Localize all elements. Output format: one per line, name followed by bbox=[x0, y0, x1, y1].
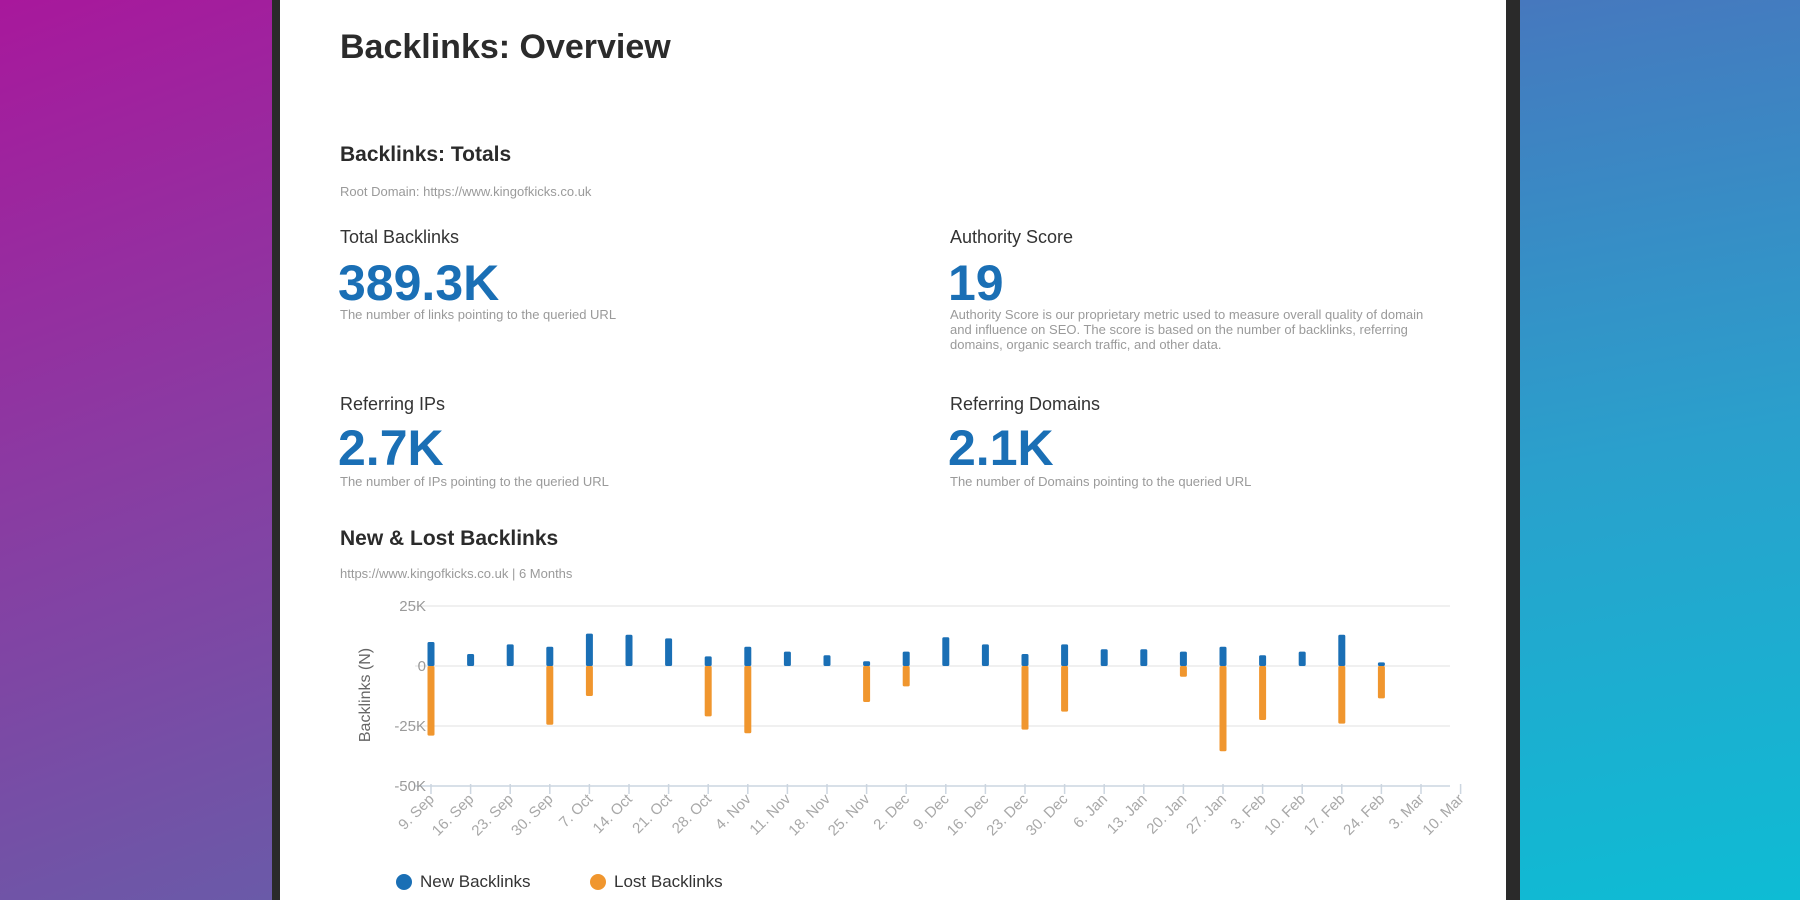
new-backlinks-bar bbox=[1259, 655, 1267, 666]
x-tick-label: 24. Feb bbox=[1340, 791, 1388, 839]
new-backlinks-bar bbox=[1338, 634, 1346, 666]
new-backlinks-bar bbox=[467, 654, 475, 666]
new-backlinks-bar bbox=[1061, 644, 1069, 666]
new-backlinks-bar bbox=[981, 644, 989, 666]
lost-backlinks-bar bbox=[704, 666, 712, 717]
legend-lost-backlinks[interactable]: Lost Backlinks bbox=[590, 872, 723, 892]
legend-new-marker bbox=[396, 874, 412, 890]
lost-backlinks-bar bbox=[1377, 666, 1385, 699]
root-domain: Root Domain: https://www.kingofkicks.co.… bbox=[340, 184, 592, 199]
report-panel: Backlinks: Overview Backlinks: Totals Ro… bbox=[280, 0, 1506, 900]
new-backlinks-bar bbox=[1377, 662, 1385, 666]
lost-backlinks-bar bbox=[427, 666, 435, 736]
x-tick-label: 18. Nov bbox=[785, 790, 834, 839]
lost-backlinks-bar bbox=[546, 666, 554, 725]
new-backlinks-bar bbox=[546, 646, 554, 666]
background-left bbox=[0, 0, 272, 900]
lost-backlinks-bar bbox=[1338, 666, 1346, 724]
x-tick-label: 13. Jan bbox=[1104, 791, 1151, 838]
legend-new-backlinks[interactable]: New Backlinks bbox=[396, 872, 531, 892]
x-tick-label: 23. Dec bbox=[983, 790, 1032, 839]
metric-value-authority-score: 19 bbox=[948, 255, 1004, 311]
new-backlinks-bar bbox=[863, 661, 871, 666]
new-backlinks-bar bbox=[744, 646, 752, 666]
y-tick-label: -50K bbox=[394, 778, 426, 795]
lost-backlinks-bar bbox=[1021, 666, 1029, 730]
new-backlinks-bar bbox=[902, 651, 910, 666]
new-backlinks-bar bbox=[1179, 651, 1187, 666]
new-backlinks-bar bbox=[783, 651, 791, 666]
metric-value-total-backlinks: 389.3K bbox=[338, 255, 500, 311]
x-tick-label: 30. Dec bbox=[1023, 790, 1072, 839]
y-axis-label: Backlinks (N) bbox=[357, 648, 374, 742]
metric-desc-referring-domains: The number of Domains pointing to the qu… bbox=[950, 474, 1252, 489]
lost-backlinks-bar bbox=[863, 666, 871, 702]
metric-value-referring-ips: 2.7K bbox=[338, 420, 444, 476]
totals-heading: Backlinks: Totals bbox=[340, 143, 512, 166]
y-tick-label: 0 bbox=[418, 658, 426, 675]
lost-backlinks-bar bbox=[1179, 666, 1187, 677]
metric-label-total-backlinks: Total Backlinks bbox=[340, 227, 460, 247]
new-backlinks-bar bbox=[1100, 649, 1108, 666]
background-right bbox=[1520, 0, 1800, 900]
lost-backlinks-bar bbox=[1061, 666, 1069, 712]
lost-backlinks-bar bbox=[1259, 666, 1267, 720]
metric-label-referring-ips: Referring IPs bbox=[340, 394, 446, 414]
x-tick-label: 2. Dec bbox=[870, 790, 913, 833]
new-backlinks-bar bbox=[506, 644, 514, 666]
x-tick-label: 23. Sep bbox=[468, 791, 517, 840]
new-backlinks-bar bbox=[704, 656, 712, 666]
x-tick-label: 20. Jan bbox=[1143, 791, 1190, 838]
y-tick-label: 25K bbox=[399, 598, 426, 615]
legend-lost-label: Lost Backlinks bbox=[614, 872, 723, 891]
x-tick-label: 11. Nov bbox=[746, 790, 794, 838]
x-tick-label: 10. Mar bbox=[1419, 791, 1467, 839]
metric-desc-total-backlinks: The number of links pointing to the quer… bbox=[340, 307, 617, 322]
lost-backlinks-bar bbox=[1219, 666, 1227, 752]
new-backlinks-bar bbox=[625, 634, 633, 666]
x-tick-label: 28. Oct bbox=[669, 790, 716, 837]
lost-backlinks-bar bbox=[585, 666, 593, 696]
metric-desc-referring-ips: The number of IPs pointing to the querie… bbox=[340, 474, 609, 489]
x-tick-label: 27. Jan bbox=[1183, 791, 1230, 838]
new-backlinks-bar bbox=[1021, 654, 1029, 666]
metric-value-referring-domains: 2.1K bbox=[948, 420, 1054, 476]
x-tick-label: 30. Sep bbox=[508, 791, 557, 840]
x-tick-label: 17. Feb bbox=[1301, 791, 1349, 839]
new-backlinks-bar bbox=[1298, 651, 1306, 666]
x-tick-label: 16. Dec bbox=[944, 790, 993, 839]
metric-desc-authority-score: Authority Score is our proprietary metri… bbox=[950, 307, 1424, 352]
x-tick-label: 10. Feb bbox=[1261, 791, 1309, 839]
lost-backlinks-bar bbox=[744, 666, 752, 734]
legend-new-label: New Backlinks bbox=[420, 872, 531, 891]
metric-label-authority-score: Authority Score bbox=[950, 227, 1074, 247]
page-title: Backlinks: Overview bbox=[340, 28, 671, 66]
chart-subtitle: https://www.kingofkicks.co.uk | 6 Months bbox=[340, 566, 573, 581]
x-tick-label: 21. Oct bbox=[629, 790, 676, 837]
new-backlinks-bar bbox=[823, 655, 831, 666]
new-backlinks-bar bbox=[1140, 649, 1148, 666]
lost-backlinks-bar bbox=[902, 666, 910, 687]
new-backlinks-bar bbox=[427, 642, 435, 666]
new-backlinks-bar bbox=[1219, 646, 1227, 666]
y-tick-label: -25K bbox=[394, 718, 426, 735]
new-backlinks-bar bbox=[942, 637, 950, 666]
legend-lost-marker bbox=[590, 874, 606, 890]
metric-label-referring-domains: Referring Domains bbox=[950, 394, 1101, 414]
x-tick-label: 25. Nov bbox=[825, 790, 874, 839]
chart-heading: New & Lost Backlinks bbox=[340, 527, 559, 550]
new-backlinks-bar bbox=[585, 633, 593, 666]
x-tick-label: 16. Sep bbox=[429, 791, 478, 840]
new-backlinks-bar bbox=[665, 638, 673, 666]
x-tick-label: 14. Oct bbox=[590, 790, 637, 837]
